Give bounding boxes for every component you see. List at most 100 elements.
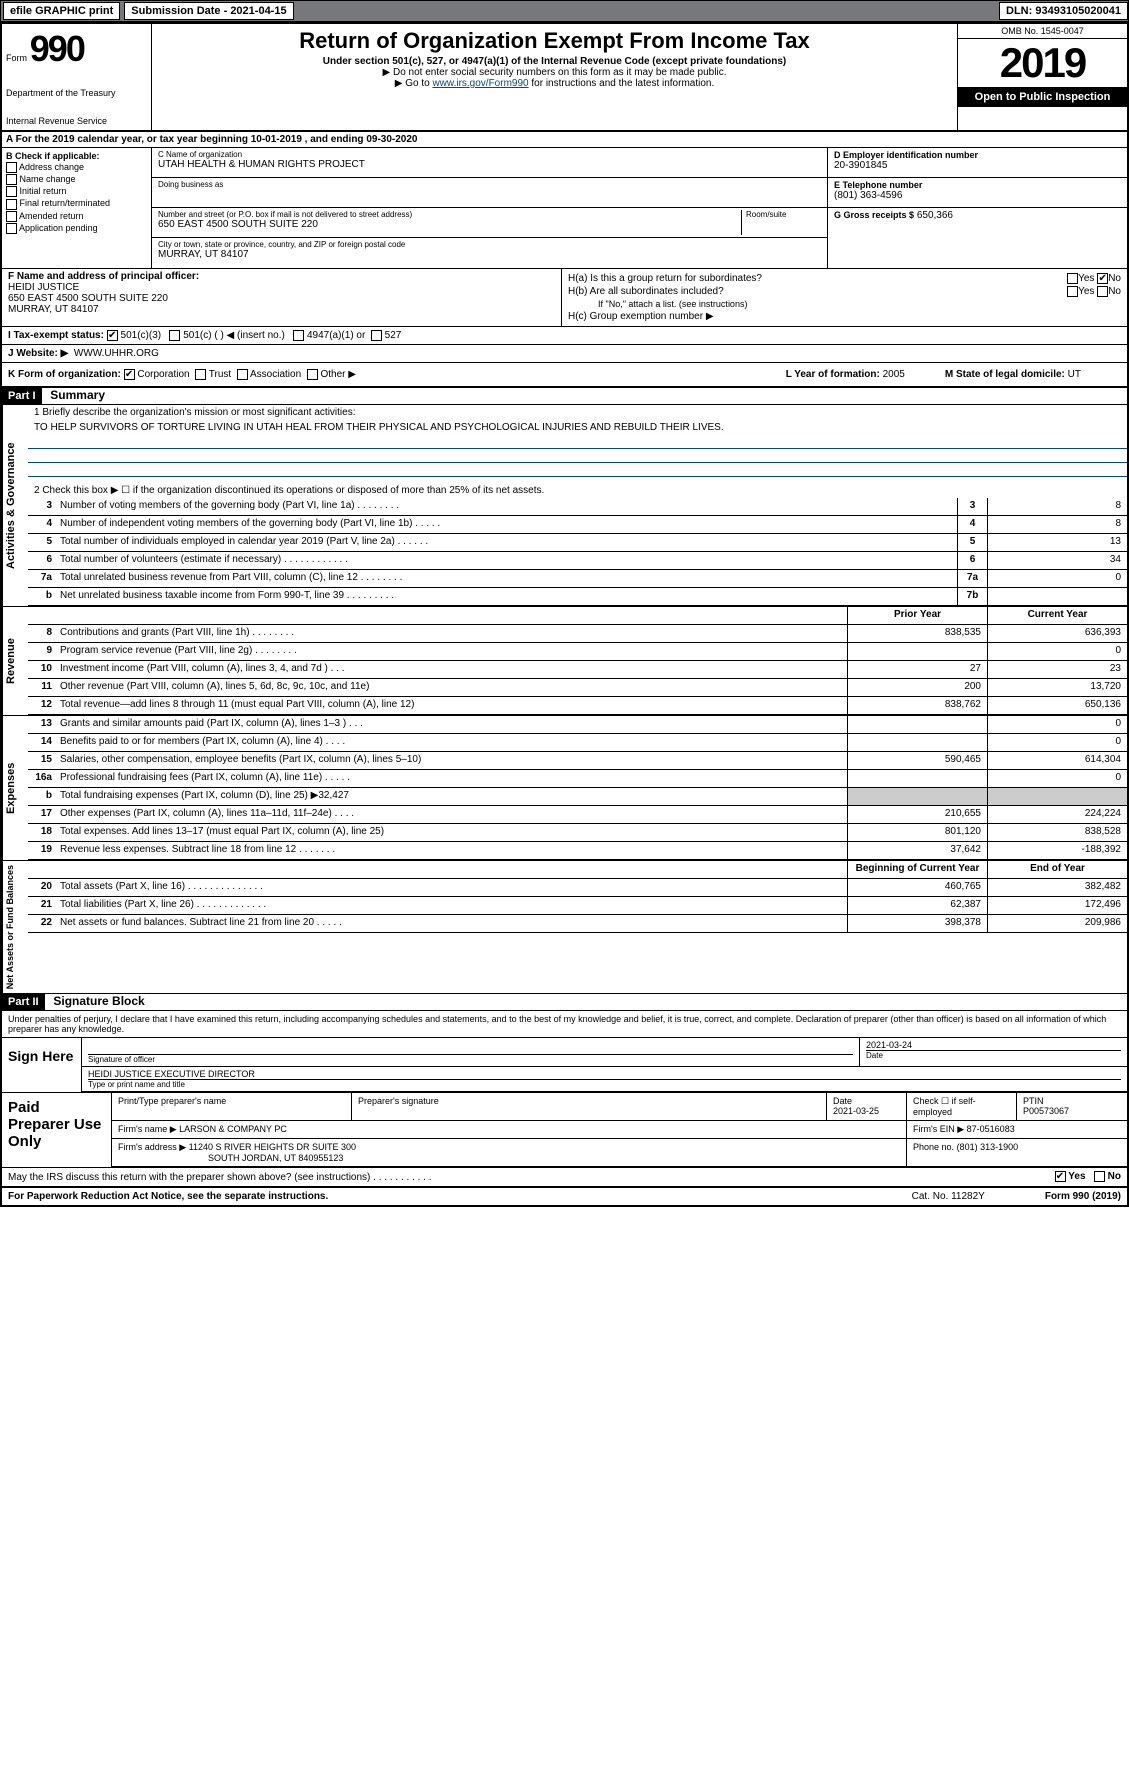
line-number: 20 [28,879,56,896]
line-desc: Total fundraising expenses (Part IX, col… [56,788,847,805]
firm-name: LARSON & COMPANY PC [179,1124,287,1134]
firm-addr2: SOUTH JORDAN, UT 840955123 [118,1153,343,1163]
efile-button[interactable]: efile GRAPHIC print [3,2,120,20]
form-note-ssn: ▶ Do not enter social security numbers o… [160,67,949,78]
irsq-no[interactable] [1094,1171,1105,1182]
cb-trust[interactable] [195,369,206,380]
line-desc: Total liabilities (Part X, line 26) . . … [56,897,847,914]
part-ii-title: Signature Block [47,992,150,1010]
line-value [987,588,1127,605]
summary-row: 7aTotal unrelated business revenue from … [28,570,1127,588]
ein-value: 20-3901845 [834,160,1121,171]
summary-row: 3Number of voting members of the governi… [28,498,1127,516]
line-number: 9 [28,643,56,660]
gross-receipts-value: 650,366 [917,210,953,221]
dept-irs: Internal Revenue Service [6,116,147,126]
summary-row: bTotal fundraising expenses (Part IX, co… [28,788,1127,806]
opt-final-return: Final return/terminated [20,198,111,208]
goto-prefix: ▶ Go to [395,78,433,89]
submission-date-button[interactable]: Submission Date - 2021-04-15 [124,2,293,20]
cb-501c3[interactable] [107,330,118,341]
cb-501c[interactable] [169,330,180,341]
prior-year-value [847,770,987,787]
org-name: UTAH HEALTH & HUMAN RIGHTS PROJECT [158,159,821,170]
current-year-value: 382,482 [987,879,1127,896]
hdr-boy: Beginning of Current Year [847,861,987,878]
website-label: J Website: ▶ [8,348,68,359]
opt-name-change: Name change [20,174,76,184]
line-number: 14 [28,734,56,751]
ha-no[interactable] [1097,273,1108,284]
sig-name-label: Type or print name and title [88,1079,1121,1089]
summary-row: 21Total liabilities (Part X, line 26) . … [28,897,1127,915]
room-label: Room/suite [746,210,821,219]
line-number: 4 [28,516,56,533]
line-number: 22 [28,915,56,932]
sig-officer-label: Signature of officer [88,1054,853,1064]
ein-label: D Employer identification number [834,150,1121,160]
hb-yes[interactable] [1067,286,1078,297]
summary-row: 13Grants and similar amounts paid (Part … [28,716,1127,734]
line-number: 5 [28,534,56,551]
line-number: b [28,788,56,805]
cb-other[interactable] [307,369,318,380]
cb-corporation[interactable] [124,369,135,380]
mission-underline [28,437,1127,449]
line-desc: Number of voting members of the governin… [56,498,957,515]
cell-shaded [847,788,987,805]
netassets-header-row: Beginning of Current Year End of Year [28,861,1127,879]
form-note-link: ▶ Go to www.irs.gov/Form990 for instruct… [160,78,949,89]
line-desc: Benefits paid to or for members (Part IX… [56,734,847,751]
line-desc: Investment income (Part VIII, column (A)… [56,661,847,678]
cb-527[interactable] [371,330,382,341]
line-box: 5 [957,534,987,551]
line-desc: Program service revenue (Part VIII, line… [56,643,847,660]
dba-label: Doing business as [158,180,821,189]
current-year-value: 224,224 [987,806,1127,823]
hdr-prior-year: Prior Year [847,607,987,624]
box-i-exempt-status: I Tax-exempt status: 501(c)(3) 501(c) ( … [2,327,1127,344]
tab-revenue: Revenue [2,607,28,715]
checkbox-name-change[interactable] [6,174,17,185]
cb-association[interactable] [237,369,248,380]
line-desc: Total unrelated business revenue from Pa… [56,570,957,587]
gross-receipts-label: G Gross receipts $ [834,210,914,220]
ha-yes[interactable] [1067,273,1078,284]
line-number: 7a [28,570,56,587]
hb-note: If "No," attach a list. (see instruction… [568,299,1121,309]
firm-ein: 87-0516083 [967,1124,1015,1134]
checkbox-application-pending[interactable] [6,223,17,234]
cb-4947[interactable] [293,330,304,341]
opt-association: Association [250,369,301,380]
prior-year-value: 200 [847,679,987,696]
box-m-domicile: M State of legal domicile: UT [945,369,1081,380]
yes-text2: Yes [1078,286,1094,297]
summary-row: 16aProfessional fundraising fees (Part I… [28,770,1127,788]
hb-no[interactable] [1097,286,1108,297]
paperwork-notice: For Paperwork Reduction Act Notice, see … [8,1191,328,1202]
firm-name-label: Firm's name ▶ [118,1124,177,1134]
prior-year-value: 210,655 [847,806,987,823]
line-box: 4 [957,516,987,533]
prior-year-value: 838,762 [847,697,987,714]
line-number: 18 [28,824,56,841]
catalog-number: Cat. No. 11282Y [912,1191,985,1202]
checkbox-address-change[interactable] [6,162,17,173]
checkbox-initial-return[interactable] [6,186,17,197]
opt-application-pending: Application pending [19,223,98,233]
box-b-label: B Check if applicable: [6,151,147,161]
box-l-year: L Year of formation: 2005 [786,369,905,380]
summary-row: 6Total number of volunteers (estimate if… [28,552,1127,570]
checkbox-amended-return[interactable] [6,211,17,222]
opt-address-change: Address change [19,162,84,172]
irsq-yes[interactable] [1055,1171,1066,1182]
opt-amended-return: Amended return [19,211,84,221]
prior-year-value [847,716,987,733]
prior-year-value: 398,378 [847,915,987,932]
org-address: 650 EAST 4500 SOUTH SUITE 220 [158,219,741,230]
irsq-yes-label: Yes [1068,1172,1085,1183]
line-box: 7b [957,588,987,605]
checkbox-final-return[interactable] [6,199,17,210]
irs-link[interactable]: www.irs.gov/Form990 [432,78,528,89]
part-ii-tag: Part II [2,994,45,1010]
